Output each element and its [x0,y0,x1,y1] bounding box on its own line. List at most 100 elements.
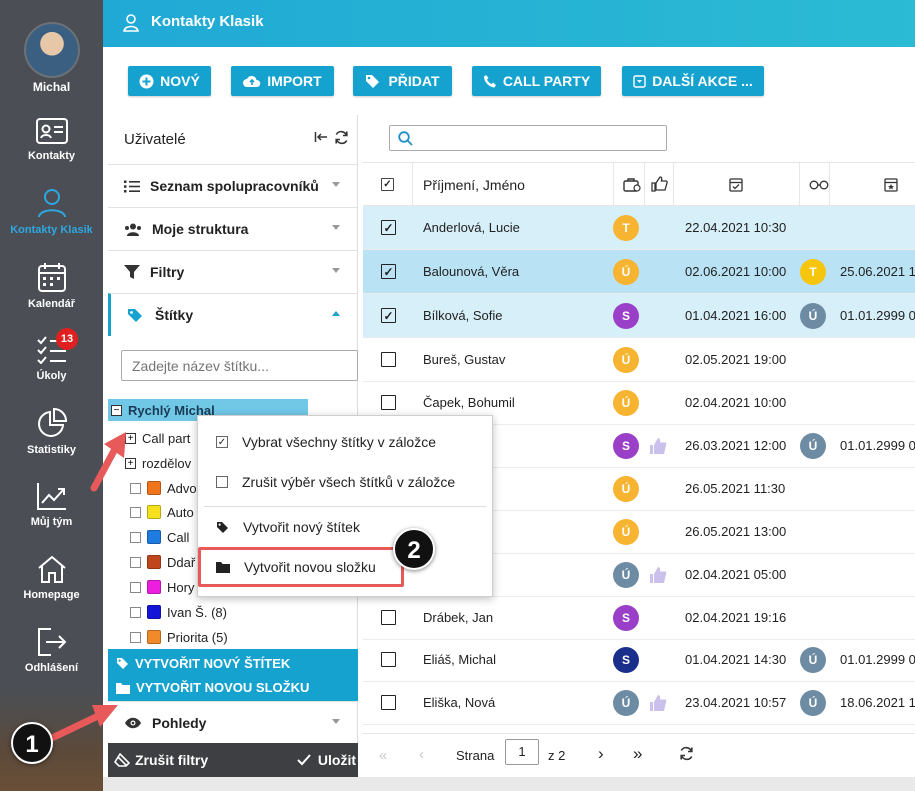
tag-search-input[interactable] [121,350,358,381]
collapse-left-icon[interactable] [314,130,328,144]
call-party-button[interactable]: CALL PARTY [472,66,601,96]
row-checkbox[interactable] [381,352,396,367]
tag-item[interactable]: Advo [130,477,197,499]
create-tag-button[interactable]: VYTVOŘIT NOVÝ ŠTÍTEK [108,649,358,676]
menu-new-tag[interactable]: Vytvořit nový štítek [216,519,360,535]
thumbs-up-icon [650,567,667,583]
rail-item-tasks[interactable]: Úkoly 13 [0,328,103,382]
expand-box-icon[interactable]: + [125,432,136,444]
rail-item-logout[interactable]: Odhlášení [0,628,103,674]
expand-box-icon[interactable]: + [125,457,136,469]
row-checkbox[interactable]: ✓ [381,264,396,279]
tag-checkbox[interactable] [130,631,141,643]
rail-item-my-team[interactable]: Můj tým [0,482,103,528]
contact-name[interactable]: Drábek, Jan [423,610,494,625]
contact-name[interactable]: Balounová, Věra [423,264,520,279]
first-page-icon[interactable]: « [379,747,388,764]
clear-filters-button[interactable]: Zrušit filtry [114,752,208,768]
filter-icon [124,265,140,279]
column-header-name[interactable]: Příjmení, Jméno [423,177,525,193]
table-row[interactable]: ✓ Anderlová, Lucie T 22.04.2021 10:30 [363,206,915,250]
contact-name[interactable]: Čapek, Bohumil [423,395,515,410]
refresh-icon[interactable] [334,130,349,145]
row-checkbox[interactable] [381,610,396,625]
calendar-check-icon[interactable] [729,177,743,192]
row-checkbox[interactable]: ✓ [381,220,396,235]
section-filters[interactable]: Filtry [108,250,358,293]
page-total: z 2 [548,748,566,763]
row-checkbox[interactable] [381,652,396,667]
tag-checkbox[interactable] [130,581,141,593]
rail-item-contacts[interactable]: Kontakty [0,118,103,162]
glasses-icon[interactable] [809,180,829,190]
refresh-icon[interactable] [679,746,694,761]
table-row[interactable]: Bureš, Gustav Ú 02.05.2021 19:00 [363,338,915,382]
create-folder-button[interactable]: VYTVOŘIT NOVOU SLOŽKU [108,674,358,701]
menu-deselect-all[interactable]: Zrušit výběr všech štítků v záložce [216,474,455,490]
table-row[interactable]: ✓ Balounová, Věra Ú 02.06.2021 10:00 T 25.06.… [363,250,915,294]
add-tag-button[interactable]: PŘIDAT [353,66,452,96]
panel-actions [314,130,349,145]
rail-label: Kontakty Klasik [10,224,93,236]
tag-context-menu: ✓ Vybrat všechny štítky v záložce Zrušit… [197,415,493,597]
import-button[interactable]: IMPORT [231,66,334,96]
rail-item-homepage[interactable]: Homepage [0,555,103,601]
contact-name[interactable]: Eliška, Nová [423,695,496,710]
tag-checkbox[interactable] [130,556,141,568]
thumbs-up-icon[interactable] [651,176,671,192]
contact-date: 01.04.2021 14:30 [685,652,787,667]
avatar[interactable] [24,22,80,78]
tag-checkbox[interactable] [130,606,141,618]
chevron-down-icon [332,225,340,230]
rail-item-calendar[interactable]: Kalendář [0,262,103,310]
briefcase-icon[interactable] [623,177,641,192]
table-row[interactable]: Eliška, Nová Ú 23.04.2021 10:57 Ú 18.06.2021… [363,681,915,725]
contact-name[interactable]: Bílková, Sofie [423,308,503,323]
tag-item[interactable]: Call [130,526,189,548]
tag-item[interactable]: Ddař [130,551,195,573]
tree-folder[interactable]: + Call part [125,427,190,449]
row-checkbox[interactable] [381,695,396,710]
table-row[interactable]: Čapek, Bohumil Ú 02.04.2021 10:00 [363,381,915,425]
status-badge: Ú [613,390,639,416]
table-row[interactable]: Eliáš, Michal S 01.04.2021 14:30 Ú 01.01.299… [363,638,915,682]
table-row[interactable]: Ú 26.05.2021 13:00 [363,510,915,554]
menu-select-all[interactable]: ✓ Vybrat všechny štítky v záložce [216,434,436,450]
more-actions-button[interactable]: DALŠÍ AKCE ... [622,66,764,96]
tag-checkbox[interactable] [130,506,141,518]
last-page-icon[interactable]: » [633,744,643,763]
contact-name[interactable]: Anderlová, Lucie [423,220,520,235]
collapse-box-icon[interactable]: − [111,404,122,416]
rail-item-contacts-classic[interactable]: Kontakty Klasik [0,188,103,236]
tag-item[interactable]: Ivan Š. (8) [130,601,227,623]
table-row[interactable]: ✓ Bílková, Sofie S 01.04.2021 16:00 Ú 01.01.2… [363,294,915,338]
tag-checkbox[interactable] [130,531,141,543]
section-my-structure[interactable]: Moje struktura [108,207,358,250]
section-views[interactable]: Pohledy [108,701,358,743]
status-badge: Ú [613,259,639,285]
contact-name[interactable]: Eliáš, Michal [423,652,496,667]
table-search-input[interactable] [389,125,667,151]
tree-folder[interactable]: + rozdělov [125,452,191,474]
save-filters-button[interactable]: Uložit [297,752,356,768]
table-row[interactable]: Drábek, Jan S 02.04.2021 19:16 [363,596,915,640]
menu-new-folder[interactable]: Vytvořit novou složku [216,559,376,575]
tag-item[interactable]: Priorita (5) [130,626,228,648]
tag-item[interactable]: Auto [130,501,194,523]
tag-item[interactable]: Hory [130,576,194,598]
page-number-input[interactable]: 1 [505,739,539,765]
contact-date: 26.03.2021 12:00 [685,438,787,453]
section-collaborators[interactable]: Seznam spolupracovníků [108,164,358,207]
row-checkbox[interactable]: ✓ [381,308,396,323]
page-bottom-strip [103,777,915,791]
select-all-checkbox[interactable]: ✓ [381,178,394,191]
calendar-star-icon[interactable] [884,177,898,192]
contact-name[interactable]: Bureš, Gustav [423,352,506,367]
new-button[interactable]: NOVÝ [128,66,211,96]
section-tags[interactable]: Štítky [108,293,358,336]
rail-item-statistics[interactable]: Statistiky [0,408,103,456]
row-checkbox[interactable] [381,395,396,410]
next-page-icon[interactable]: › [598,744,604,763]
prev-page-icon[interactable]: ‹ [419,746,424,763]
tag-checkbox[interactable] [130,482,141,494]
